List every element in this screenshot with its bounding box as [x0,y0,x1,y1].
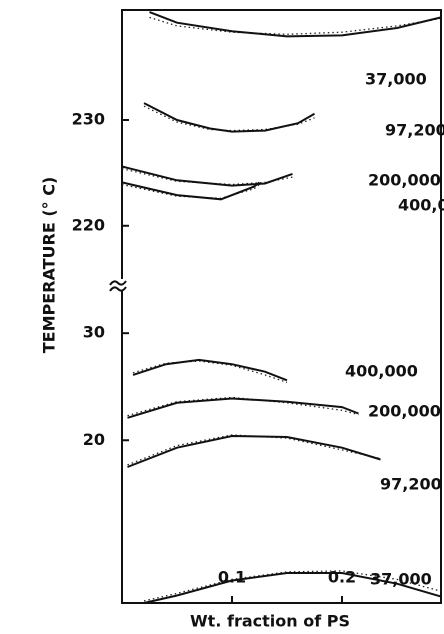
curve-label: 97,200 [380,475,442,494]
y-tick-label: 220 [72,215,105,234]
data-curve [121,181,261,201]
curve-label: 37,000 [365,70,427,89]
fit-curve [127,434,381,466]
y-axis-label: TEMPERATURE (° C) [40,177,59,354]
curve-label: 400,000 [345,362,418,381]
y-tick-label: 20 [83,430,105,449]
curve-label: 37,000 [370,570,432,589]
y-tick-label: 30 [83,323,105,342]
data-curve [127,434,381,468]
data-curve [121,165,293,187]
data-curve [143,572,442,604]
data-curve [132,358,288,382]
x-axis-label: Wt. fraction of PS [190,612,350,631]
fit-curve [143,570,442,602]
curve-label: 97,200 [385,121,444,140]
curve-label: 200,000 [368,402,441,421]
curve-label: 200,000 [368,171,441,190]
axis-break [109,279,127,292]
fit-curve [143,105,315,132]
data-curve [127,397,359,419]
curve-label: 400,000 [398,196,444,215]
x-tick-label: 0.2 [328,568,356,587]
data-curve [149,11,442,38]
data-curve [143,102,315,133]
plot-frame [121,9,442,604]
y-tick-label: 230 [72,110,105,129]
